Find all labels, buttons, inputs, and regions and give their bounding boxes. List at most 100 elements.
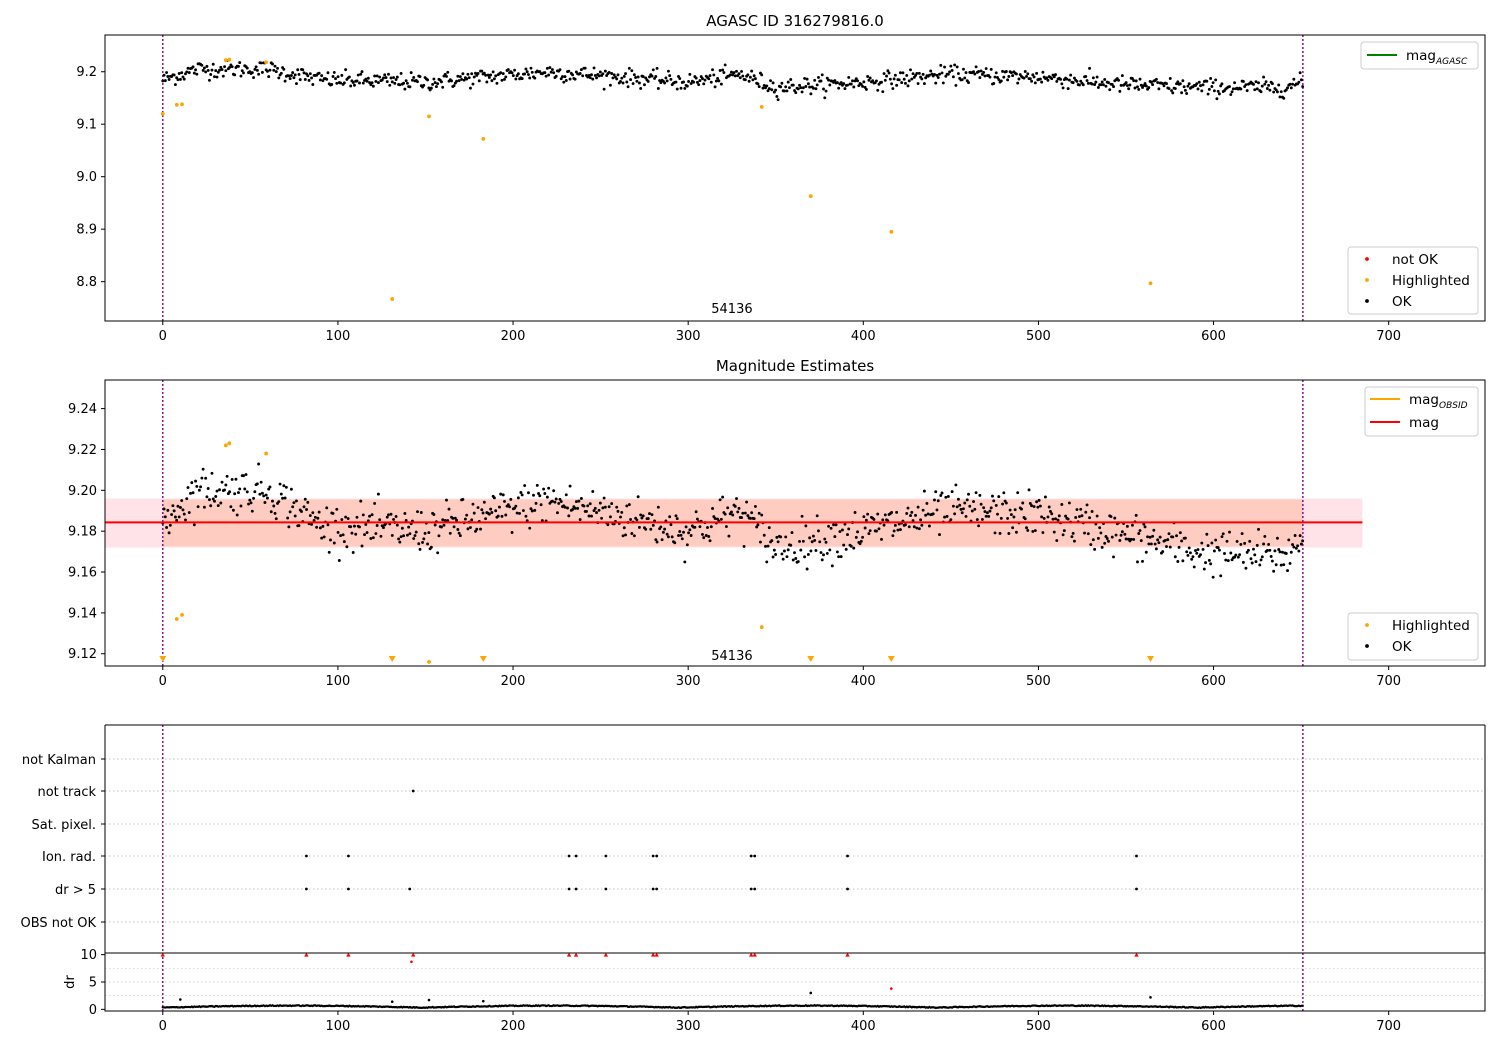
ok-point [426, 78, 430, 82]
ok-point [422, 83, 426, 87]
ok-point [1197, 80, 1201, 84]
ok-point [1130, 523, 1134, 527]
ok-point [988, 75, 992, 79]
ok-point [1117, 78, 1121, 82]
ok-point [1142, 522, 1146, 526]
ok-point [948, 70, 952, 74]
ok-point [279, 71, 283, 75]
ok-point [361, 81, 365, 85]
ok-point [615, 505, 619, 509]
ok-point [839, 81, 843, 85]
ok-point [1125, 84, 1129, 88]
ok-point [573, 77, 577, 81]
ok-point [250, 71, 254, 75]
ok-point [789, 78, 793, 81]
ok-point [1180, 539, 1184, 543]
ok-point [868, 529, 872, 533]
ok-point [255, 482, 259, 486]
x-tick-label: 500 [1026, 329, 1051, 344]
flag-category-label: not track [37, 785, 96, 800]
ok-point [176, 78, 180, 82]
ok-point [1183, 536, 1187, 540]
ok-point [900, 81, 904, 85]
ok-point [592, 509, 596, 513]
ok-point [472, 511, 476, 515]
ok-point [440, 525, 443, 529]
ok-point [890, 511, 894, 514]
ok-point [243, 487, 247, 491]
ok-point [229, 505, 233, 509]
ok-point [298, 78, 302, 82]
ok-point [1107, 539, 1110, 543]
ok-point [398, 540, 402, 544]
ok-point [467, 76, 471, 80]
ok-point [289, 487, 293, 491]
ok-point [764, 544, 767, 548]
ok-point [186, 66, 190, 70]
ok-point [433, 523, 437, 527]
ok-point [1200, 541, 1204, 545]
ok-point [772, 90, 776, 94]
ok-point [979, 502, 983, 506]
ok-point [679, 86, 683, 90]
ok-point [327, 550, 331, 554]
ok-point [392, 517, 395, 521]
ok-point [1220, 535, 1224, 539]
ok-point [554, 74, 558, 78]
ok-point [452, 525, 456, 529]
ok-point [288, 77, 292, 81]
flag-point [655, 854, 659, 858]
legend-box [1347, 612, 1479, 661]
ok-point [293, 73, 297, 77]
ok-point [211, 497, 215, 501]
ok-point [965, 498, 969, 502]
ok-point [837, 86, 841, 90]
ok-point [447, 507, 451, 511]
ok-point [1083, 531, 1086, 535]
ok-point [547, 73, 551, 77]
ok-point [1104, 84, 1108, 88]
ok-point [1057, 514, 1061, 518]
ok-point [977, 524, 981, 528]
ok-point [893, 523, 897, 527]
ok-point [344, 68, 348, 72]
ok-point [799, 548, 803, 552]
ok-point [760, 513, 764, 517]
ok-point [508, 505, 511, 509]
panel-agasc-magnitude: 0 100 200 300 400 500 600 7008.88.99.09.19.2AGA… [76, 12, 1486, 344]
ok-point [1217, 548, 1221, 552]
ok-point [843, 522, 847, 526]
ok-point [573, 506, 577, 510]
ok-point [1004, 501, 1008, 505]
ok-point [1013, 508, 1017, 512]
ok-point [757, 511, 761, 515]
ok-point [804, 524, 808, 528]
ok-point [650, 513, 654, 517]
ok-point [1267, 542, 1271, 546]
ok-point [853, 511, 857, 514]
ok-point [1147, 86, 1151, 90]
ok-point [679, 533, 683, 537]
ok-point [421, 540, 424, 544]
ok-point [1249, 557, 1253, 561]
ok-point [315, 525, 319, 529]
ok-point [1292, 545, 1296, 549]
ok-point [1177, 545, 1181, 549]
ok-point [452, 84, 456, 88]
ok-point [1132, 537, 1136, 541]
ok-point [610, 72, 614, 75]
ok-point [897, 78, 901, 82]
ok-point [458, 75, 462, 79]
ok-point [267, 487, 271, 491]
ok-point [206, 486, 210, 490]
ok-point [1212, 549, 1216, 553]
ok-point [499, 492, 503, 496]
ok-point [1128, 83, 1132, 87]
ok-point [757, 85, 761, 89]
ok-point [1006, 78, 1010, 82]
ok-point [588, 502, 592, 506]
ok-point [742, 544, 746, 548]
ok-point [837, 555, 841, 559]
ok-point [466, 72, 470, 76]
highlighted-point [1148, 281, 1153, 286]
